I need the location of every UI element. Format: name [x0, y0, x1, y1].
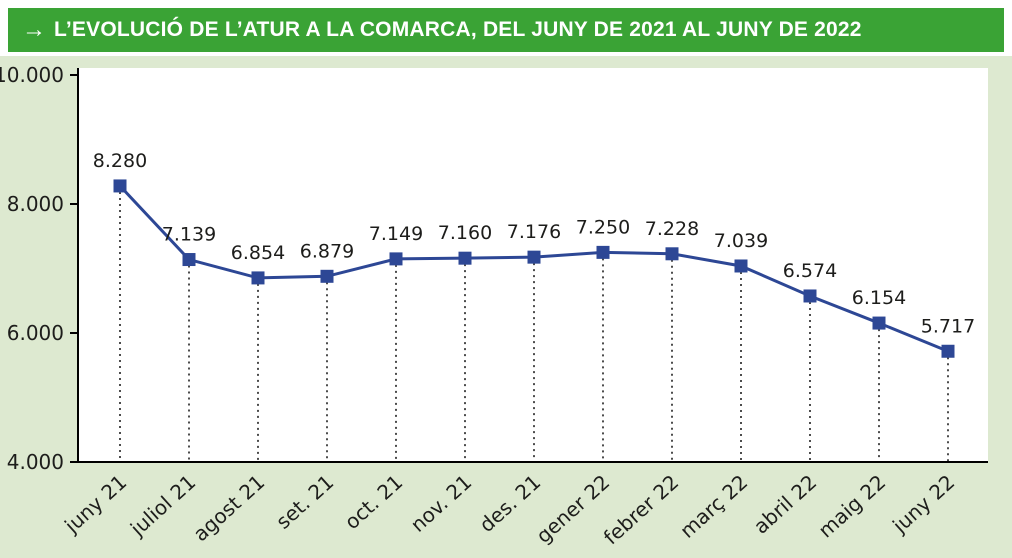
data-point-label: 7.228 — [645, 218, 699, 240]
data-point-marker — [389, 252, 403, 266]
y-axis-tick-label: 10.000 — [0, 63, 64, 87]
data-point-label: 6.574 — [783, 260, 837, 282]
y-axis-tick-label: 4.000 — [7, 450, 64, 474]
data-point-marker — [527, 250, 541, 264]
data-point-label: 7.149 — [369, 223, 423, 245]
plot-area — [78, 68, 988, 462]
data-point-marker — [320, 269, 334, 283]
data-point-label: 6.879 — [300, 240, 354, 262]
title-banner: → L’EVOLUCIÓ DE L’ATUR A LA COMARCA, DEL… — [8, 8, 1004, 52]
data-point-label: 7.176 — [507, 221, 561, 243]
data-point-label: 7.039 — [714, 230, 768, 252]
data-point-marker — [665, 247, 679, 261]
x-axis-tick-label: agost 21 — [188, 470, 269, 546]
data-point-marker — [458, 251, 472, 265]
data-point-label: 7.139 — [162, 224, 216, 246]
x-axis-tick-label: oct. 21 — [340, 470, 408, 534]
data-point-marker — [803, 289, 817, 303]
x-axis-tick-label: nov. 21 — [406, 470, 477, 537]
data-point-label: 6.154 — [852, 287, 906, 309]
data-point-marker — [941, 344, 955, 358]
data-point-marker — [596, 245, 610, 259]
x-axis-tick-label: set. 21 — [271, 470, 338, 534]
x-axis-tick-label: juny 22 — [887, 470, 959, 538]
data-point-marker — [872, 316, 886, 330]
arrow-right-icon: → — [22, 16, 46, 43]
x-axis-tick-label: maig 22 — [813, 470, 890, 543]
x-axis-tick-label: març 22 — [675, 470, 752, 543]
data-point-label: 7.160 — [438, 222, 492, 244]
chart-title: L’EVOLUCIÓ DE L’ATUR A LA COMARCA, DEL J… — [54, 18, 862, 41]
data-point-label: 8.280 — [93, 150, 147, 172]
data-point-marker — [251, 271, 265, 285]
unemployment-line-chart: 8.280 7.139 6.854 6.879 7.149 7.160 7.176 7.250… — [0, 63, 988, 550]
y-axis-tick-label: 8.000 — [7, 192, 64, 216]
x-axis-tick-label: abril 22 — [749, 470, 822, 539]
y-axis-tick-label: 6.000 — [7, 321, 64, 345]
x-axis-tick-label: juny 21 — [59, 470, 131, 538]
x-axis-tick-label: juliol 21 — [125, 470, 200, 541]
data-point-label: 7.250 — [576, 216, 630, 238]
data-point-label: 5.717 — [921, 315, 975, 337]
data-point-label: 6.854 — [231, 242, 285, 264]
data-point-marker — [182, 253, 196, 267]
data-point-marker — [734, 259, 748, 273]
data-point-marker — [113, 179, 127, 193]
x-axis-tick-label: febrer 22 — [599, 470, 684, 550]
